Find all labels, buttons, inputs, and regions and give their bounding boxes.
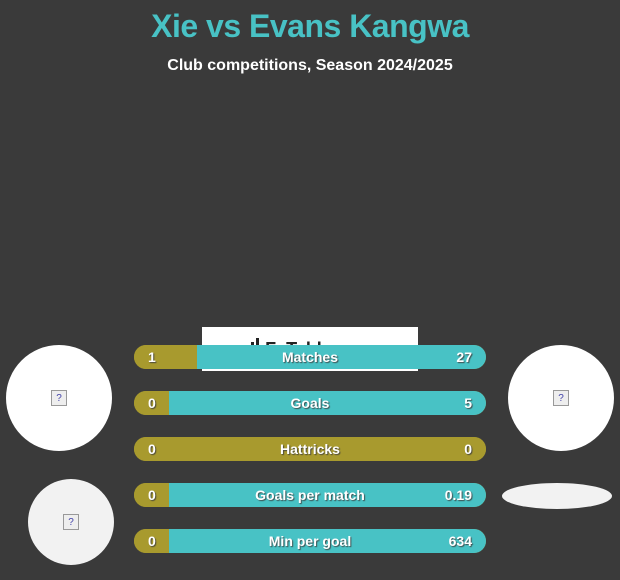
stat-row-goals-per-match: 0 Goals per match 0.19 <box>134 483 486 507</box>
stat-value-left: 0 <box>148 487 208 503</box>
stat-label: Goals per match <box>208 487 412 503</box>
stat-row-matches: 1 Matches 27 <box>134 345 486 369</box>
player-right-avatar: ? <box>508 345 614 451</box>
stat-value-left: 1 <box>148 349 208 365</box>
club-left-badge: ? <box>28 479 114 565</box>
page-title: Xie vs Evans Kangwa <box>0 0 620 45</box>
stat-value-left: 0 <box>148 395 208 411</box>
stat-value-right: 0 <box>412 441 472 457</box>
stat-value-right: 0.19 <box>412 487 472 503</box>
image-placeholder-icon: ? <box>63 514 79 530</box>
image-placeholder-icon: ? <box>51 390 67 406</box>
player-left-avatar: ? <box>6 345 112 451</box>
stat-row-goals: 0 Goals 5 <box>134 391 486 415</box>
stat-row-min-per-goal: 0 Min per goal 634 <box>134 529 486 553</box>
comparison-content: ? ? ? 1 Matches 27 0 Goals 5 0 Hattricks… <box>0 327 620 409</box>
stats-list: 1 Matches 27 0 Goals 5 0 Hattricks 0 0 G… <box>134 345 486 575</box>
stat-value-left: 0 <box>148 441 208 457</box>
image-placeholder-icon: ? <box>553 390 569 406</box>
stat-row-hattricks: 0 Hattricks 0 <box>134 437 486 461</box>
stat-label: Goals <box>208 395 412 411</box>
stat-label: Hattricks <box>208 441 412 457</box>
stat-value-right: 634 <box>412 533 472 549</box>
stat-value-left: 0 <box>148 533 208 549</box>
stat-value-right: 5 <box>412 395 472 411</box>
stat-label: Min per goal <box>208 533 412 549</box>
stat-value-right: 27 <box>412 349 472 365</box>
stat-label: Matches <box>208 349 412 365</box>
club-right-badge <box>502 483 612 509</box>
subtitle: Club competitions, Season 2024/2025 <box>0 57 620 75</box>
